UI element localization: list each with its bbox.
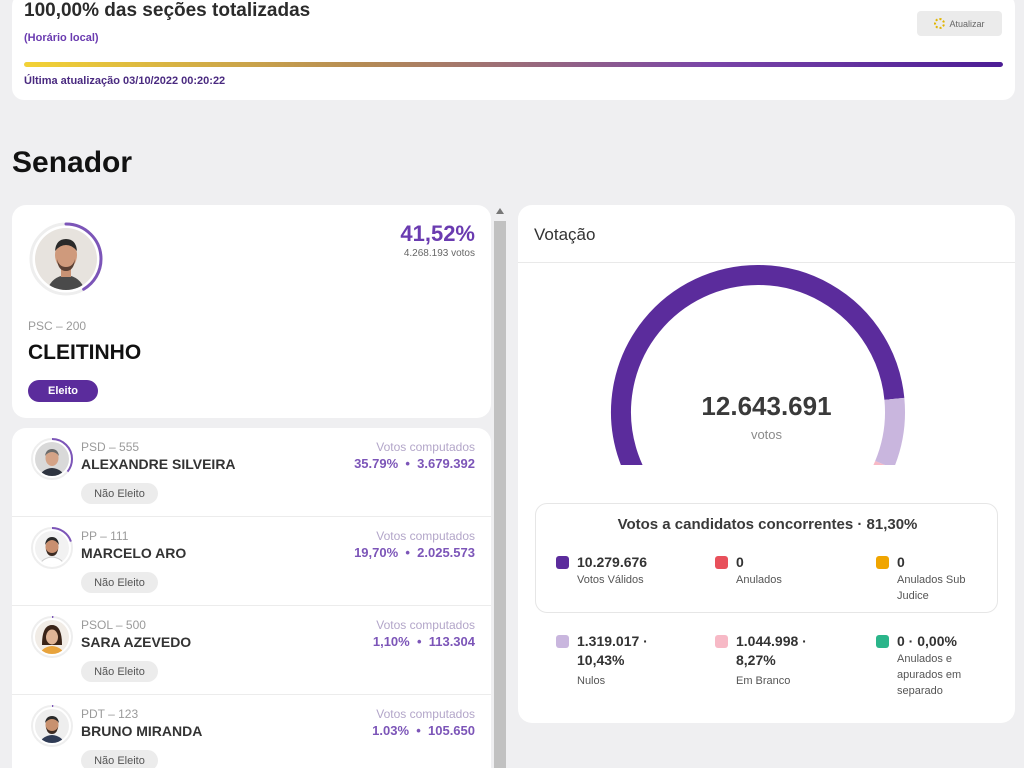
totalization-progress-bar — [24, 62, 1003, 67]
candidate-stats: 1.03% • 105.650 — [372, 723, 475, 738]
winner-votes: 4.268.193 votos — [403, 248, 475, 259]
candidate-photo — [29, 222, 103, 296]
voting-summary-card: Votação 12.643.691 votos Votos a candida… — [518, 205, 1015, 723]
total-votes: 12.643.691 — [701, 391, 832, 421]
legend-swatch — [715, 556, 728, 569]
candidate-list[interactable]: PSD – 555 ALEXANDRE SILVEIRA Votos compu… — [12, 428, 491, 768]
winner-percentage: 41,52% — [400, 221, 475, 246]
candidate-row[interactable]: PDT – 123 BRUNO MIRANDA Votos computados… — [12, 695, 491, 768]
candidate-photo — [31, 705, 73, 747]
voting-header: Votação — [518, 205, 1015, 263]
candidate-name: BRUNO MIRANDA — [81, 723, 203, 739]
avatar — [30, 437, 74, 481]
candidate-party-number: PSOL – 500 — [81, 618, 146, 632]
scroll-thumb[interactable] — [494, 221, 506, 768]
stat-label: Anulados Sub Judice — [897, 574, 966, 602]
candidate-stats: 35.79% • 3.679.392 — [354, 456, 475, 471]
page-title: Senador — [12, 146, 133, 179]
stat-value: 1.319.017 · 10,43% — [577, 633, 648, 668]
stat-label: Votos Válidos — [577, 574, 644, 586]
stat-label: Anulados e apurados em separado — [897, 653, 962, 697]
candidate-photo — [31, 438, 73, 480]
legend-swatch — [876, 635, 889, 648]
gauge-segment-votos-válidos — [611, 265, 905, 465]
last-update-text: Última atualização 03/10/2022 00:20:22 — [24, 75, 226, 87]
winner-card[interactable]: 41,52% 4.268.193 votos PSC – 200 CLEITIN… — [12, 205, 491, 418]
stat-value: 0 — [736, 554, 744, 570]
candidate-stats: 1,10% • 113.304 — [372, 634, 475, 649]
not-elected-badge: Não Eleito — [81, 483, 158, 504]
refresh-label: Atualizar — [949, 18, 985, 29]
scroll-up-arrow-icon[interactable] — [496, 208, 504, 214]
stat-value: 1.044.998 · 8,27% — [736, 633, 807, 668]
local-time-note: (Horário local) — [24, 32, 99, 44]
candidate-photo — [31, 527, 73, 569]
candidate-party-number: PP – 111 — [81, 529, 129, 543]
candidate-photo — [31, 616, 73, 658]
stat-value: 0 · 0,00% — [897, 633, 957, 649]
totalization-title: 100,00% das seções totalizadas — [24, 0, 311, 21]
refresh-button[interactable]: Atualizar — [917, 11, 1002, 36]
candidate-name: ALEXANDRE SILVEIRA — [81, 456, 236, 472]
candidate-row[interactable]: PSOL – 500 SARA AZEVEDO Votos computados… — [12, 606, 491, 695]
stat-label: Em Branco — [736, 675, 791, 687]
candidate-row[interactable]: PP – 111 MARCELO ARO Votos computados 19… — [12, 517, 491, 606]
total-votes-unit: votos — [750, 427, 783, 442]
not-elected-badge: Não Eleito — [81, 661, 158, 682]
avatar — [30, 526, 74, 570]
candidate-party-number: PDT – 123 — [81, 707, 139, 721]
votes-computed-label: Votos computados — [376, 440, 475, 454]
avatar — [28, 221, 104, 297]
candidate-party-number: PSD – 555 — [81, 440, 140, 454]
winner-name: CLEITINHO — [28, 341, 142, 364]
not-elected-badge: Não Eleito — [81, 572, 158, 593]
votes-computed-label: Votos computados — [376, 618, 475, 632]
avatar — [30, 615, 74, 659]
legend-swatch — [556, 635, 569, 648]
legend-swatch — [876, 556, 889, 569]
votes-gauge-chart — [611, 265, 905, 465]
winner-party-number: PSC – 200 — [28, 319, 87, 333]
gauge-segment-nulos — [875, 397, 905, 465]
avatar — [30, 704, 74, 748]
stat-value: 0 — [897, 554, 905, 570]
progress-fill — [24, 62, 1003, 67]
legend-swatch — [556, 556, 569, 569]
candidate-stats: 19,70% • 2.025.573 — [354, 545, 475, 560]
list-scrollbar[interactable] — [493, 205, 507, 768]
elected-badge: Eleito — [28, 380, 98, 402]
totalization-status-card: 100,00% das seções totalizadas (Horário … — [12, 0, 1015, 100]
candidate-votes-box: Votos a candidatos concorrentes · 81,30% — [535, 503, 998, 613]
stat-label: Nulos — [577, 675, 606, 687]
stat-value: 10.279.676 — [577, 554, 648, 570]
candidate-row[interactable]: PSD – 555 ALEXANDRE SILVEIRA Votos compu… — [12, 428, 491, 517]
concorrentes-title: Votos a candidatos concorrentes · 81,30% — [617, 516, 918, 533]
votes-computed-label: Votos computados — [376, 529, 475, 543]
refresh-icon — [934, 18, 946, 29]
candidate-name: MARCELO ARO — [81, 545, 187, 561]
stat-label: Anulados — [736, 574, 782, 586]
voting-title: Votação — [534, 225, 596, 244]
not-elected-badge: Não Eleito — [81, 750, 158, 768]
candidate-name: SARA AZEVEDO — [81, 634, 192, 650]
legend-swatch — [715, 635, 728, 648]
votes-computed-label: Votos computados — [376, 707, 475, 721]
